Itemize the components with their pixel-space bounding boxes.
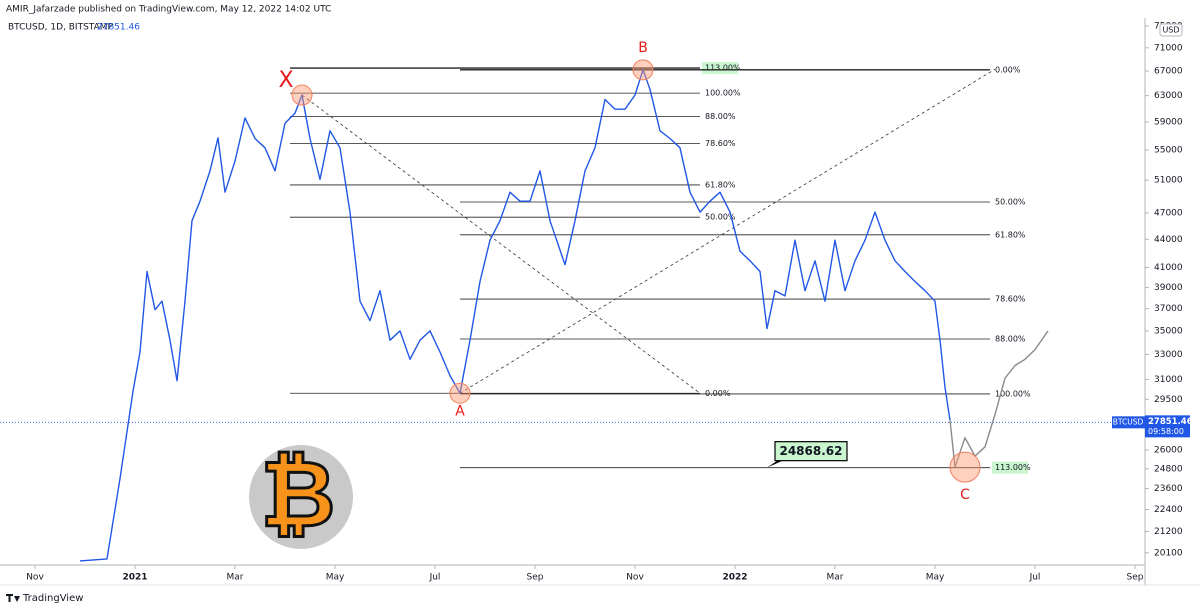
fib-label: 78.60% — [705, 139, 736, 148]
y-tick-label: 44000 — [1154, 235, 1183, 245]
price-badge — [1145, 415, 1190, 438]
fib-label: 100.00% — [705, 89, 741, 98]
countdown-text: 09:58:00 — [1148, 427, 1184, 436]
x-tick-label: Mar — [827, 573, 844, 583]
y-tick-label: 41000 — [1154, 263, 1183, 273]
y-tick-label: 67000 — [1154, 67, 1183, 77]
y-tick-label: 63000 — [1154, 91, 1183, 101]
x-tick-label: Sep — [527, 573, 544, 583]
currency-label: USD — [1162, 26, 1179, 35]
fib-label: 113.00% — [995, 463, 1031, 472]
pivot-label: C — [960, 487, 970, 503]
callout-pointer — [767, 459, 785, 468]
y-tick-label: 22400 — [1154, 505, 1183, 515]
callout-text: 24868.62 — [779, 444, 842, 458]
y-tick-label: 39000 — [1154, 283, 1183, 293]
footer-brand: TradingView — [22, 593, 83, 604]
trend-line — [459, 68, 996, 394]
pivot-label: X — [278, 68, 293, 93]
fib-label: 100.00% — [995, 389, 1031, 398]
symbol-line: BTCUSD, 1D, BITSTAMP — [8, 23, 114, 33]
y-tick-label: 23600 — [1154, 484, 1183, 494]
fib-label: 61.80% — [705, 180, 736, 189]
y-tick-label: 37000 — [1154, 304, 1183, 314]
fib-label-bg — [702, 62, 738, 75]
price-line — [79, 69, 951, 562]
logo-circle — [249, 445, 353, 549]
x-tick-label: Nov — [26, 573, 44, 583]
x-tick-label: 2021 — [122, 573, 147, 583]
pivot-label: B — [638, 40, 648, 56]
y-tick-label: 21200 — [1154, 527, 1183, 537]
fib-label: 113.00% — [705, 64, 741, 73]
price-badge-text: 27851.46 — [1148, 417, 1193, 427]
x-tick-label: May — [926, 573, 945, 583]
y-tick-label: 55000 — [1154, 146, 1183, 156]
fib-label: 88.00% — [995, 334, 1026, 343]
x-tick-label: Sep — [1127, 573, 1144, 583]
author-line: AMIR_Jafarzade published on TradingView.… — [6, 5, 331, 15]
y-tick-label: 71000 — [1154, 43, 1183, 53]
symbol-badge-text: BTCUSD — [1113, 417, 1144, 426]
y-tick-label: 20100 — [1154, 548, 1183, 558]
pivot-marker — [449, 382, 471, 404]
y-tick-label: 26000 — [1154, 445, 1183, 455]
x-tick-label: 2022 — [722, 573, 747, 583]
x-tick-label: Jul — [1029, 573, 1041, 583]
y-tick-label: 31000 — [1154, 375, 1183, 385]
fib-label: 78.60% — [995, 295, 1026, 304]
tv-icon — [6, 594, 20, 602]
x-tick-label: Jul — [429, 573, 441, 583]
fib-label: 0.00% — [705, 389, 731, 398]
x-tick-label: Mar — [227, 573, 244, 583]
y-tick-label: 29500 — [1154, 395, 1183, 405]
y-tick-label: 24800 — [1154, 464, 1183, 474]
symbol-badge — [1112, 416, 1145, 429]
fib-label: 50.00% — [995, 197, 1026, 206]
x-tick-label: May — [326, 573, 345, 583]
y-tick-label: 47000 — [1154, 208, 1183, 218]
y-tick-label: 59000 — [1154, 117, 1183, 127]
y-tick-label: 35000 — [1154, 326, 1183, 336]
fib-label: 88.00% — [705, 112, 736, 121]
trend-line — [301, 94, 701, 394]
bitcoin-logo: ₿ — [249, 439, 353, 549]
fib-label: 50.00% — [705, 213, 736, 222]
fib-label: 61.80% — [995, 230, 1026, 239]
fib-label-bg — [992, 461, 1028, 474]
header-price: 27851.46 — [97, 23, 140, 33]
logo-symbol: ₿ — [261, 440, 336, 547]
y-tick-label: 33000 — [1154, 350, 1183, 360]
pivot-marker — [291, 84, 313, 106]
currency-badge — [1159, 23, 1183, 37]
pivot-label: A — [455, 403, 465, 419]
fib-label: 0.00% — [995, 65, 1021, 74]
y-tick-label: 51000 — [1154, 176, 1183, 186]
pivot-marker — [949, 451, 981, 483]
price-line — [949, 330, 1049, 468]
pivot-marker — [632, 59, 654, 81]
x-tick-label: Nov — [626, 573, 644, 583]
callout-box — [774, 441, 848, 462]
